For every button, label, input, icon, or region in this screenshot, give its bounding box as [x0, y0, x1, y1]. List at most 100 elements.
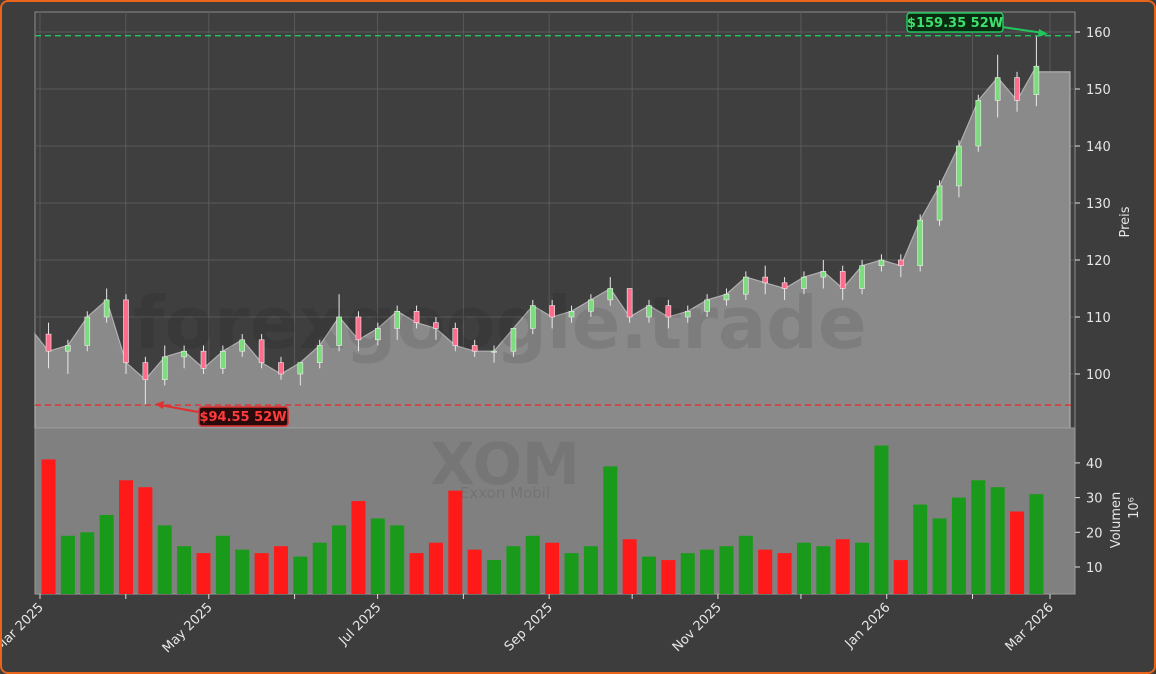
candles [45, 35, 1040, 406]
volume-bar [157, 525, 172, 594]
y-tick-label: 130 [1086, 197, 1111, 212]
candle-body [801, 276, 807, 289]
candle-body [549, 305, 555, 318]
candle-body [200, 350, 207, 369]
volume-bar [855, 542, 870, 594]
candle-body [181, 350, 187, 358]
volume-bar [60, 535, 75, 594]
candle-body [491, 350, 497, 353]
candle-body [975, 100, 982, 147]
volume-bar [351, 501, 366, 594]
low-52w-arrow [159, 404, 199, 413]
high-52w-badge [906, 12, 1004, 33]
volume-bar [525, 535, 540, 594]
company-watermark: Exxon Mobil [460, 484, 550, 502]
volume-bar [738, 535, 753, 594]
site-watermark: forexgoogle.trade [133, 281, 866, 365]
volume-bar [990, 487, 1005, 594]
candle-body [45, 333, 52, 352]
volume-bar [913, 504, 928, 594]
x-tick-label: Jan 2026 [842, 600, 894, 652]
volume-unit-label: 10⁶ [1127, 497, 1142, 519]
y-tick-label: 120 [1086, 254, 1111, 269]
volume-bar [816, 546, 831, 594]
volume-bar [642, 556, 656, 594]
ticker-watermark: XOM [430, 430, 580, 498]
price-area-fill [34, 63, 1071, 429]
volume-bar [448, 490, 463, 594]
volume-bar [758, 549, 773, 594]
candle-body [1033, 65, 1040, 95]
high-52w-label: $159.35 52W [907, 16, 1003, 31]
candle-body [316, 345, 323, 363]
52w-lines: $159.35 52W $94.55 52W [35, 12, 1075, 427]
volume-bar [273, 546, 288, 594]
y-tick-label: 160 [1086, 26, 1111, 41]
y-tick-label: 100 [1086, 368, 1111, 383]
candle-body [103, 299, 110, 318]
candle-body [161, 356, 168, 380]
volume-bar [99, 514, 114, 594]
volume-bar [177, 546, 192, 594]
candle-body [394, 310, 400, 329]
candle-body [859, 265, 865, 289]
volume-bar [680, 553, 695, 594]
volume-bar [1029, 494, 1044, 594]
candle-body [684, 310, 691, 318]
volume-bar [603, 466, 618, 594]
volume-bars [41, 445, 1044, 594]
volume-bar [390, 525, 405, 594]
candle-body [413, 310, 420, 323]
candle-body [65, 345, 71, 352]
candle-body [646, 305, 652, 318]
candle-body [278, 362, 284, 375]
high-52w-arrow [1001, 26, 1044, 34]
volume-bar [661, 560, 676, 594]
candle-body [607, 288, 614, 301]
candle-body [1014, 77, 1020, 101]
high-52w-arrowhead [1038, 29, 1048, 37]
candle-body [704, 299, 710, 312]
volume-bar [80, 532, 95, 594]
volume-bar [951, 497, 966, 594]
volume-bar [835, 539, 850, 594]
y-tick-label: 150 [1086, 83, 1111, 98]
candle-body [123, 299, 129, 363]
candle-body [375, 328, 381, 341]
low-52w-badge [198, 406, 289, 427]
x-tick-label: Nov 2025 [670, 600, 725, 655]
candle-body [568, 310, 575, 318]
volume-bar [215, 535, 230, 594]
low-52w-label: $94.55 52W [199, 410, 286, 425]
volume-bar [332, 525, 347, 594]
volume-bar [874, 445, 889, 594]
volume-bar [545, 542, 560, 594]
candle-body [917, 219, 923, 267]
volume-bar [467, 549, 482, 594]
x-tick-label: Jul 2025 [336, 600, 385, 649]
volume-bar [41, 459, 56, 594]
volume-bar [409, 553, 424, 594]
candle-body [239, 339, 246, 352]
x-tick-label: Sep 2025 [502, 600, 556, 654]
volume-bar [312, 542, 327, 594]
candle-body [936, 185, 943, 221]
candle-body [956, 145, 962, 187]
candle-body [258, 339, 265, 363]
volume-bar [777, 553, 792, 594]
candle-body [588, 299, 594, 312]
volume-bar [138, 487, 153, 594]
y-tick-label: 140 [1086, 140, 1111, 155]
candle-body [878, 259, 885, 266]
volume-bar [370, 518, 385, 594]
y-tick-label: 110 [1086, 311, 1111, 326]
volume-bar [119, 480, 134, 594]
candle-body [839, 271, 846, 289]
candle-body [220, 350, 226, 369]
volume-bar [700, 549, 715, 594]
volume-bar [893, 560, 908, 594]
candle-body [529, 305, 536, 329]
volume-tick-label: 20 [1086, 526, 1103, 541]
